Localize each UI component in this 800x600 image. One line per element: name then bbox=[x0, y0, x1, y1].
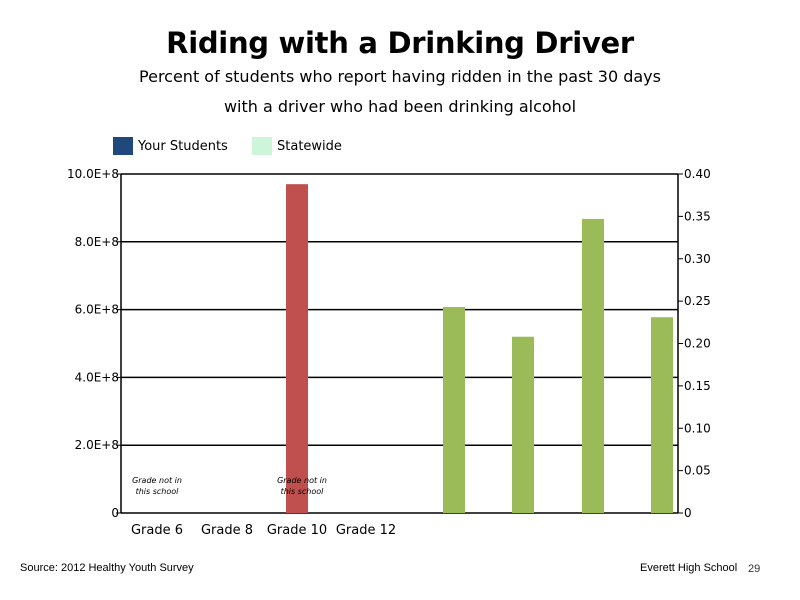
left-tick-label: 8.0E+8 bbox=[75, 235, 119, 249]
left-tick-label: 6.0E+8 bbox=[75, 303, 119, 317]
chart-subtitle-line-1: Percent of students who report having ri… bbox=[139, 67, 661, 86]
right-tick-label: 0.05 bbox=[684, 464, 711, 478]
right-tick-label: 0.35 bbox=[684, 209, 711, 223]
left-tick-label: 2.0E+8 bbox=[75, 438, 119, 452]
category-label: Grade 6 bbox=[131, 523, 183, 538]
right-tick-label: 0.30 bbox=[684, 252, 711, 266]
bar-statewide bbox=[582, 218, 604, 514]
left-tick-label: 4.0E+8 bbox=[75, 370, 119, 384]
right-tick-label: 0.10 bbox=[684, 421, 711, 435]
page-number: 29 bbox=[748, 563, 761, 575]
left-tick-label: 0 bbox=[111, 506, 119, 520]
legend-swatch-statewide bbox=[252, 137, 272, 155]
legend-item-your-students: Your Students bbox=[113, 137, 228, 155]
legend-label-your-students: Your Students bbox=[138, 138, 228, 154]
bars bbox=[286, 184, 673, 514]
grade-note-line-2: this school bbox=[136, 487, 180, 496]
left-tick-label: 10.0E+8 bbox=[67, 167, 119, 181]
legend-swatch-your-students bbox=[113, 137, 133, 155]
grade-note-line-1: Grade not in bbox=[132, 476, 182, 485]
bar-statewide bbox=[512, 336, 534, 513]
category-label: Grade 10 bbox=[267, 523, 327, 538]
grade-note-line-2: this school bbox=[281, 487, 325, 496]
right-tick-label: 0.40 bbox=[684, 167, 711, 181]
right-tick-label: 0.25 bbox=[684, 294, 711, 308]
category-labels: Grade 6 Grade 8 Grade 10 Grade 12 bbox=[131, 523, 396, 538]
grade-notes: Grade not in this school Grade not in this … bbox=[132, 476, 327, 496]
right-tick-label: 0.15 bbox=[684, 379, 711, 393]
right-tick-label: 0.20 bbox=[684, 337, 711, 351]
school-name: Everett High School bbox=[640, 562, 738, 574]
legend-item-statewide: Statewide bbox=[252, 137, 342, 155]
legend-label-statewide: Statewide bbox=[277, 138, 342, 154]
chart-title: Riding with a Drinking Driver bbox=[166, 26, 634, 60]
axis-ticks: 0 2.0E+8 4.0E+8 6.0E+8 8.0E+8 10.0E+8 0 0.05 0.1… bbox=[67, 167, 711, 520]
bar-statewide bbox=[651, 317, 673, 513]
chart-subtitle-line-2: with a driver who had been drinking alco… bbox=[223, 97, 577, 116]
right-tick-label: 0 bbox=[684, 506, 692, 520]
bar-statewide bbox=[443, 307, 465, 513]
source-note: Source: 2012 Healthy Youth Survey bbox=[20, 562, 194, 574]
category-label: Grade 12 bbox=[336, 523, 396, 538]
category-label: Grade 8 bbox=[201, 523, 253, 538]
grade-note-line-1: Grade not in bbox=[277, 476, 327, 485]
bar-grade-10 bbox=[286, 184, 308, 514]
